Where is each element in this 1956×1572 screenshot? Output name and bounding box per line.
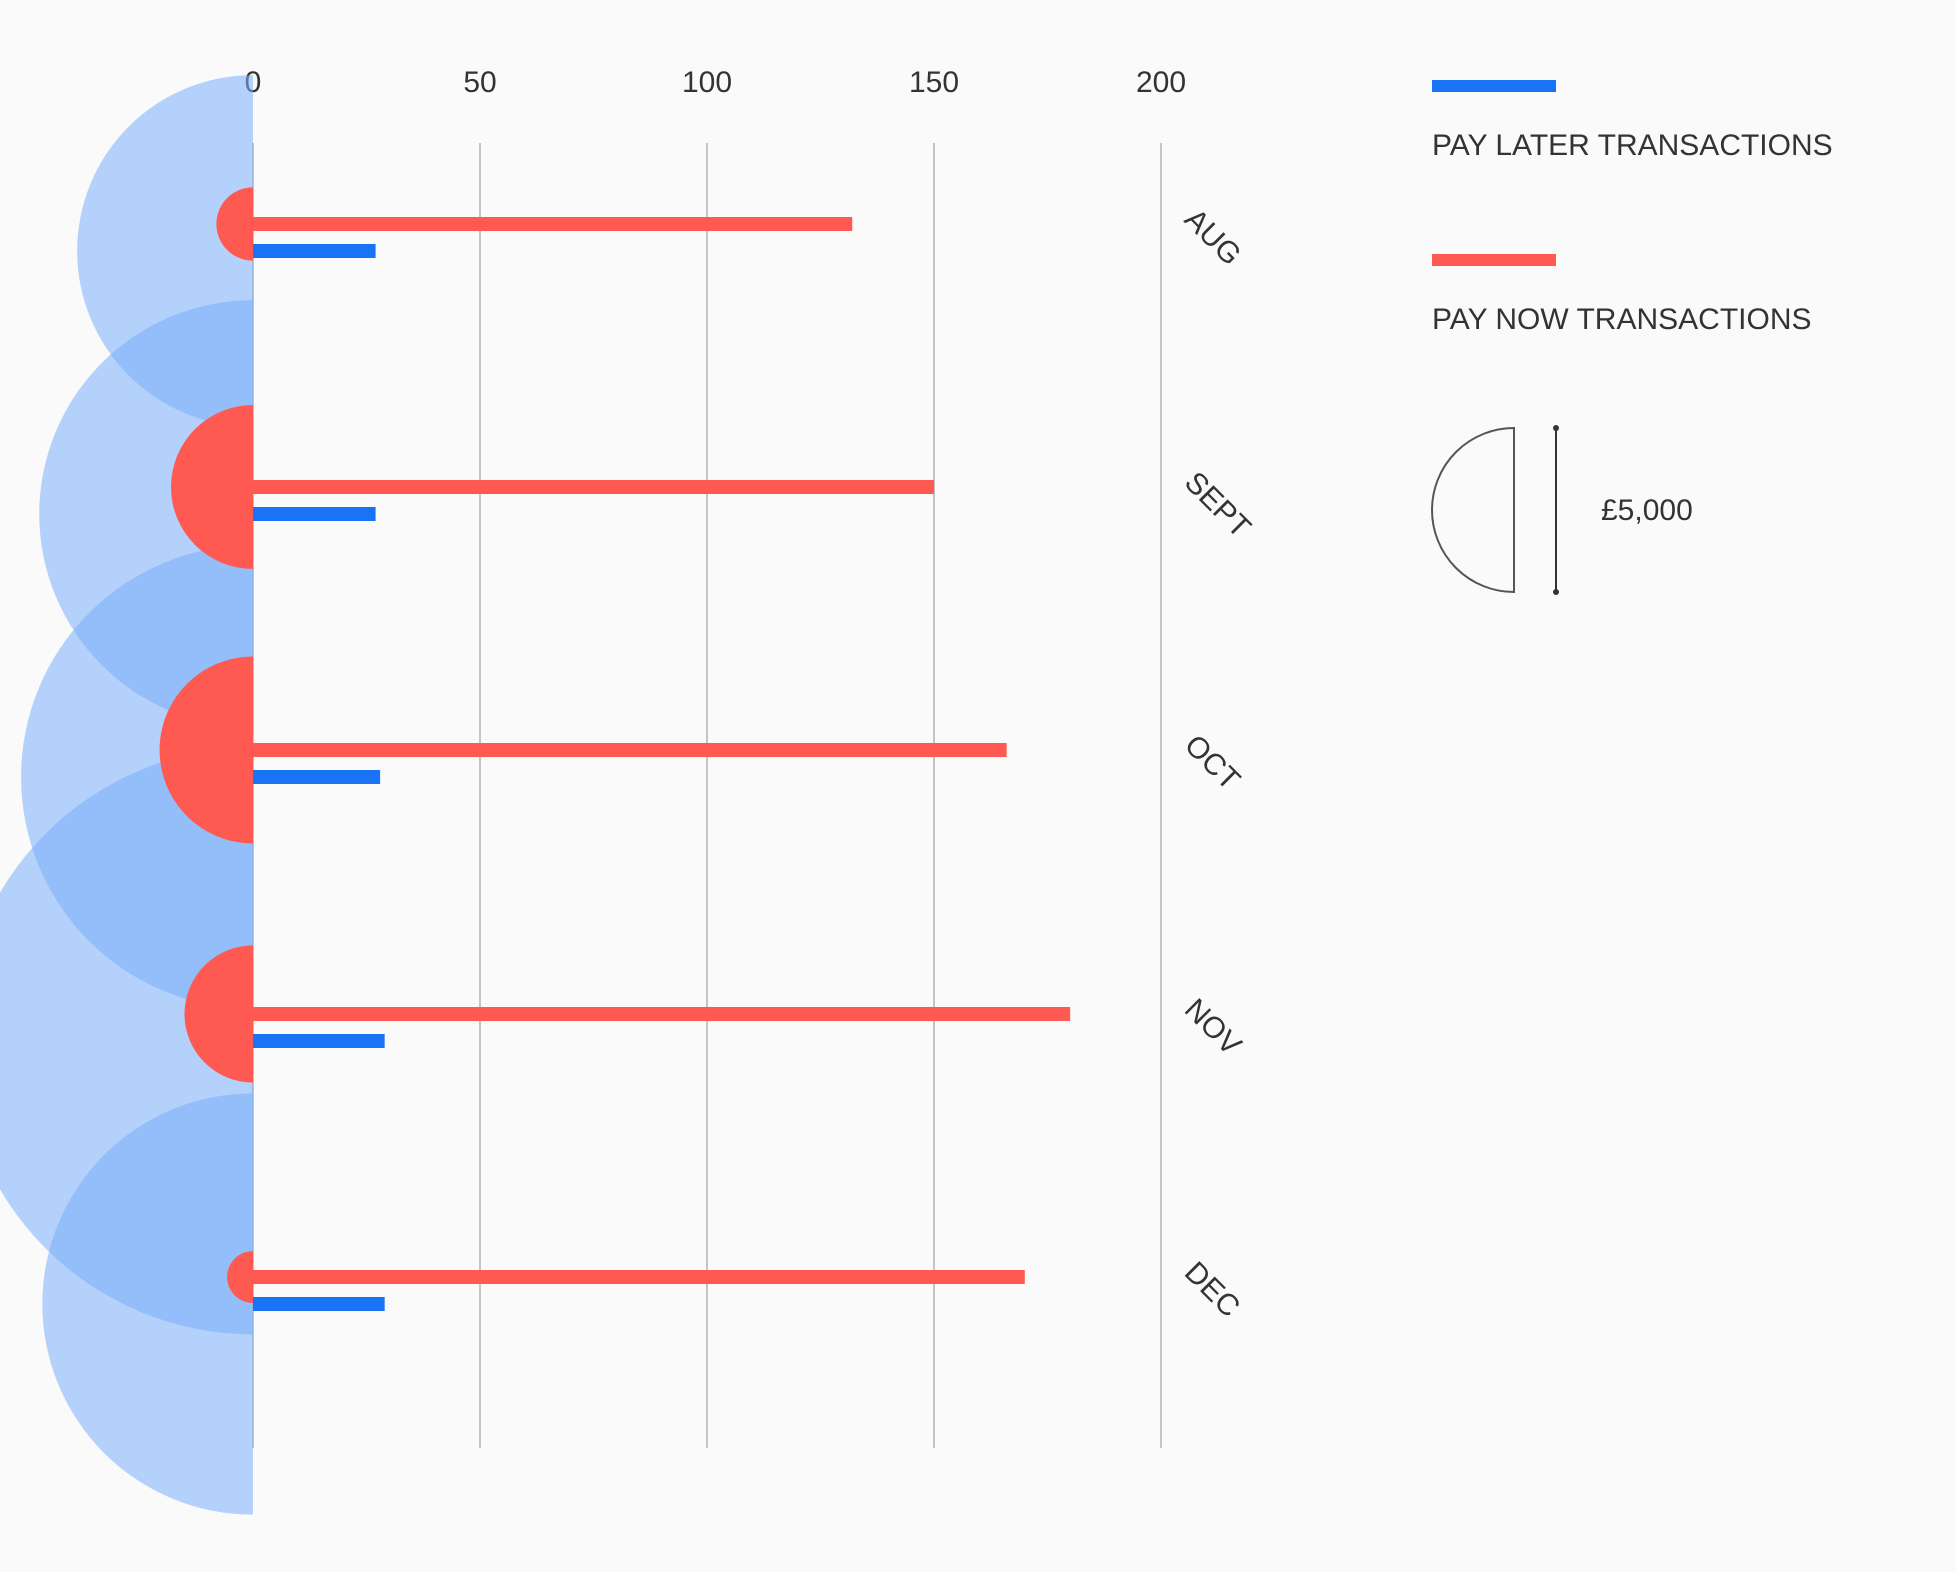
legend: PAY LATER TRANSACTIONS PAY NOW TRANSACTI… (1431, 80, 1833, 595)
pay-later-bar-oct (253, 770, 381, 784)
x-tick-label-200: 200 (1136, 66, 1186, 99)
legend-pay-now-label: PAY NOW TRANSACTIONS (1432, 303, 1812, 336)
pay-now-semicircle-aug (216, 187, 253, 261)
x-tick-label-50: 50 (463, 66, 496, 99)
pay-now-semicircle-nov (184, 945, 253, 1083)
pay-now-bar-oct (253, 743, 1007, 757)
size-legend-label: £5,000 (1601, 494, 1693, 527)
pay-now-bar-dec (253, 1270, 1025, 1284)
pay-now-bar-nov (253, 1007, 1071, 1021)
pay-later-bar-sept (253, 507, 376, 521)
size-legend-scale-tick-bottom (1553, 589, 1559, 595)
legend-pay-now-swatch (1432, 254, 1556, 266)
bars (253, 217, 1071, 1311)
size-legend-scale-tick-top (1553, 425, 1559, 431)
size-legend-semicircle (1431, 426, 1515, 594)
x-tick-label-100: 100 (682, 66, 732, 99)
pay-now-semicircle-dec (227, 1251, 253, 1303)
pay-later-semicircle-dec (42, 1093, 253, 1515)
pay-later-bar-dec (253, 1297, 385, 1311)
pay-later-bar-nov (253, 1034, 385, 1048)
pay-now-semicircle-sept (171, 405, 253, 569)
pay-later-semicircles (0, 75, 253, 1515)
pay-now-bar-sept (253, 480, 934, 494)
pay-now-bar-aug (253, 217, 853, 231)
pay-now-semicircle-oct (159, 656, 253, 844)
legend-pay-later-label: PAY LATER TRANSACTIONS (1432, 129, 1833, 162)
pay-later-bar-aug (253, 244, 376, 258)
legend-pay-later-swatch (1432, 80, 1556, 92)
pay-now-semicircles (159, 187, 253, 1303)
x-tick-label-150: 150 (909, 66, 959, 99)
